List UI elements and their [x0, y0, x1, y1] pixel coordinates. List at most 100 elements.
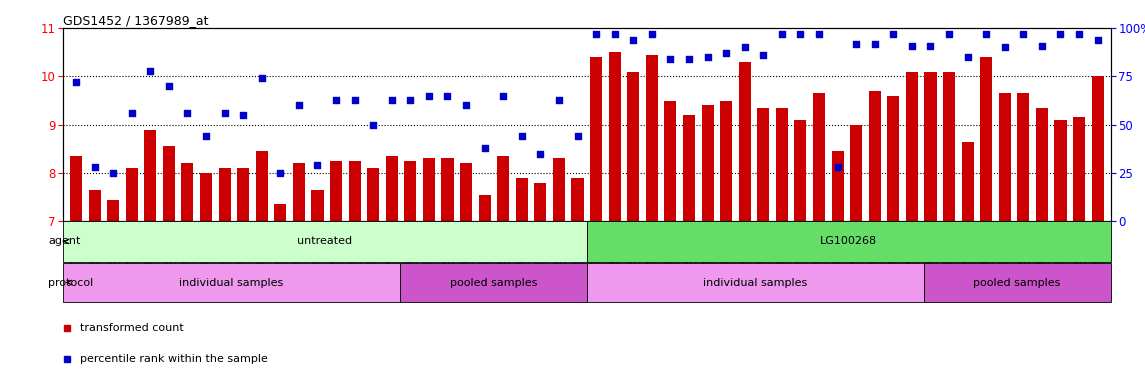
Point	[1014, 31, 1033, 37]
Bar	[255, 151, 268, 221]
Point	[606, 31, 624, 37]
Bar	[330, 161, 342, 221]
Bar	[144, 129, 157, 221]
Text: individual samples: individual samples	[703, 278, 807, 288]
Point	[86, 164, 104, 170]
Bar	[63, 221, 587, 262]
Point	[773, 31, 791, 37]
Text: protocol: protocol	[48, 278, 93, 288]
Bar	[1036, 108, 1048, 221]
Bar	[587, 221, 1111, 262]
Point	[439, 93, 457, 99]
Point	[159, 83, 177, 89]
Bar	[795, 120, 806, 221]
Point	[420, 93, 439, 99]
Text: pooled samples: pooled samples	[450, 278, 537, 288]
Text: untreated: untreated	[298, 236, 353, 246]
Point	[642, 31, 661, 37]
Point	[271, 170, 290, 176]
Bar	[776, 108, 788, 221]
Bar	[163, 146, 175, 221]
Bar	[646, 55, 658, 221]
Point	[902, 42, 921, 48]
Point	[401, 97, 419, 103]
Bar	[88, 190, 101, 221]
Bar	[590, 57, 602, 221]
Point	[717, 50, 735, 56]
Point	[346, 97, 364, 103]
Point	[475, 145, 493, 151]
Bar	[831, 151, 844, 221]
Point	[215, 110, 234, 116]
Bar	[460, 164, 472, 221]
Point	[1069, 31, 1088, 37]
Bar	[535, 183, 546, 221]
Bar	[1073, 117, 1085, 221]
Bar	[609, 52, 621, 221]
Point	[66, 79, 85, 85]
Point	[735, 45, 753, 51]
Point	[382, 97, 401, 103]
Bar	[479, 195, 491, 221]
Point	[698, 54, 717, 60]
Point	[847, 40, 866, 46]
Text: individual samples: individual samples	[180, 278, 284, 288]
Bar	[515, 178, 528, 221]
Bar	[998, 93, 1011, 221]
Bar	[757, 108, 769, 221]
Text: percentile rank within the sample: percentile rank within the sample	[80, 354, 268, 364]
Text: agent: agent	[48, 236, 80, 246]
Bar	[720, 100, 732, 221]
Point	[104, 170, 123, 176]
Bar	[924, 72, 937, 221]
Bar	[219, 168, 230, 221]
Point	[253, 75, 271, 81]
Bar	[404, 161, 417, 221]
Bar	[497, 156, 510, 221]
Bar	[237, 168, 250, 221]
Point	[234, 112, 252, 118]
Bar	[1091, 76, 1104, 221]
Point	[531, 151, 550, 157]
Bar	[275, 204, 286, 221]
Point	[624, 37, 642, 43]
Point	[680, 56, 698, 62]
Text: transformed count: transformed count	[80, 323, 183, 333]
Point	[884, 31, 902, 37]
Point	[457, 102, 475, 108]
Bar	[1055, 120, 1066, 221]
Bar	[702, 105, 713, 221]
Bar	[368, 168, 379, 221]
Bar	[386, 156, 397, 221]
Bar	[682, 115, 695, 221]
Point	[996, 45, 1014, 51]
Bar	[181, 164, 194, 221]
Point	[513, 133, 531, 139]
Point	[829, 164, 847, 170]
Point	[755, 52, 773, 58]
Point	[179, 110, 197, 116]
Bar	[813, 93, 826, 221]
Bar	[850, 124, 862, 221]
Point	[550, 97, 568, 103]
Point	[662, 56, 680, 62]
Bar	[980, 57, 993, 221]
Point	[866, 40, 884, 46]
Bar	[571, 178, 584, 221]
Point	[141, 68, 159, 74]
Bar	[108, 200, 119, 221]
Bar	[400, 263, 587, 302]
Bar	[126, 168, 137, 221]
Bar	[962, 142, 973, 221]
Bar	[627, 72, 639, 221]
Bar	[423, 159, 435, 221]
Point	[810, 31, 828, 37]
Point	[364, 122, 382, 128]
Bar	[924, 263, 1111, 302]
Point	[308, 162, 326, 168]
Point	[568, 133, 586, 139]
Bar	[442, 159, 453, 221]
Bar	[200, 173, 212, 221]
Bar	[869, 91, 881, 221]
Bar	[887, 96, 899, 221]
